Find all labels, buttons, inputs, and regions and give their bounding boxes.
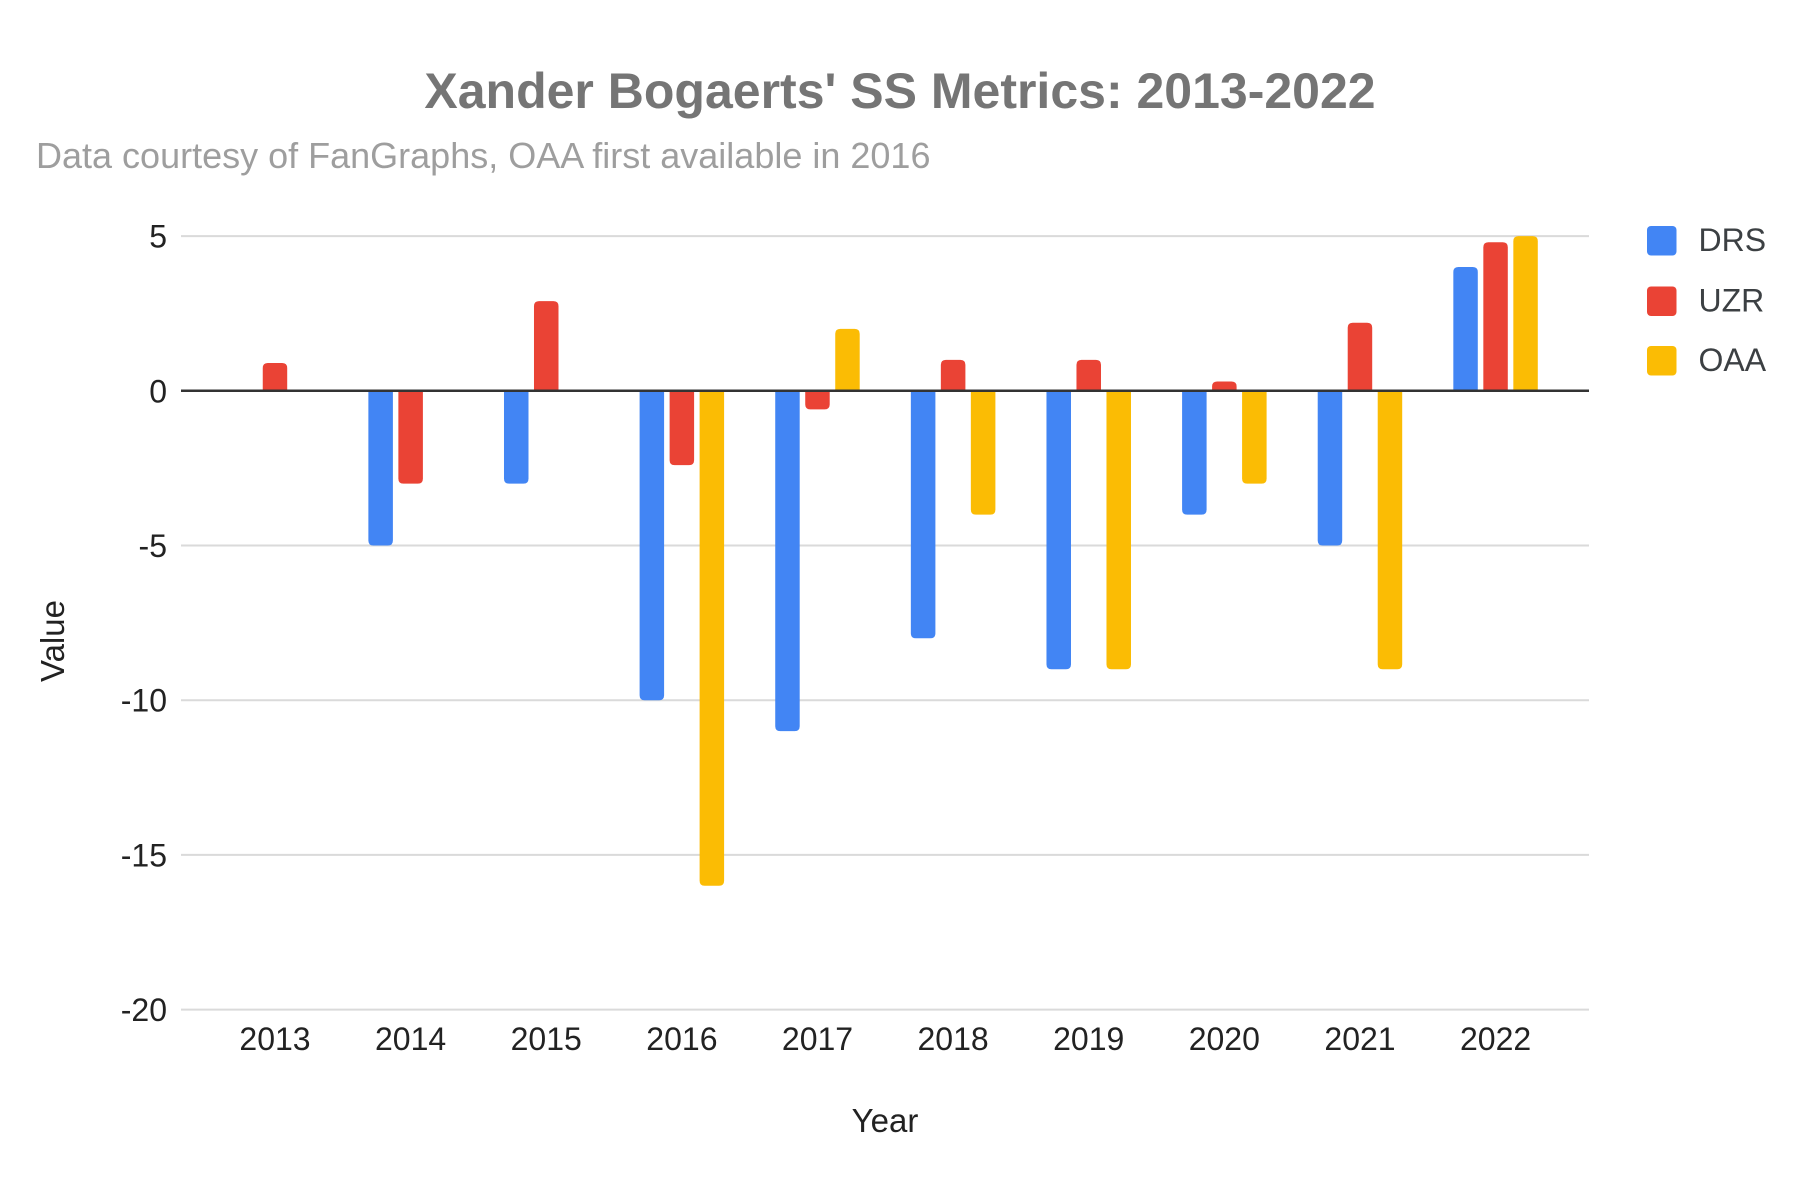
svg-text:2018: 2018 bbox=[918, 1021, 989, 1057]
svg-text:-10: -10 bbox=[121, 683, 167, 719]
svg-text:2013: 2013 bbox=[239, 1021, 310, 1057]
svg-text:0: 0 bbox=[149, 373, 167, 409]
svg-text:5: 5 bbox=[149, 219, 167, 255]
svg-text:2021: 2021 bbox=[1324, 1021, 1395, 1057]
svg-text:Year: Year bbox=[852, 1102, 919, 1139]
svg-text:2019: 2019 bbox=[1053, 1021, 1124, 1057]
svg-text:Data courtesy of FanGraphs, OA: Data courtesy of FanGraphs, OAA first av… bbox=[36, 135, 930, 176]
svg-text:-15: -15 bbox=[121, 837, 167, 873]
svg-text:-20: -20 bbox=[121, 992, 167, 1028]
svg-text:OAA: OAA bbox=[1699, 342, 1767, 378]
svg-text:2015: 2015 bbox=[511, 1021, 582, 1057]
svg-text:Xander Bogaerts' SS Metrics: 2: Xander Bogaerts' SS Metrics: 2013-2022 bbox=[424, 63, 1375, 119]
svg-text:2020: 2020 bbox=[1189, 1021, 1260, 1057]
svg-text:2022: 2022 bbox=[1460, 1021, 1531, 1057]
svg-text:-5: -5 bbox=[139, 528, 167, 564]
svg-text:Value: Value bbox=[34, 600, 71, 682]
svg-text:2017: 2017 bbox=[782, 1021, 853, 1057]
svg-text:UZR: UZR bbox=[1699, 283, 1765, 319]
svg-text:DRS: DRS bbox=[1699, 222, 1767, 258]
svg-text:2014: 2014 bbox=[375, 1021, 446, 1057]
svg-text:2016: 2016 bbox=[646, 1021, 717, 1057]
